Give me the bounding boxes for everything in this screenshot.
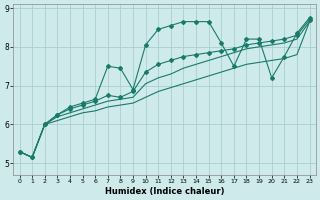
X-axis label: Humidex (Indice chaleur): Humidex (Indice chaleur): [105, 187, 224, 196]
